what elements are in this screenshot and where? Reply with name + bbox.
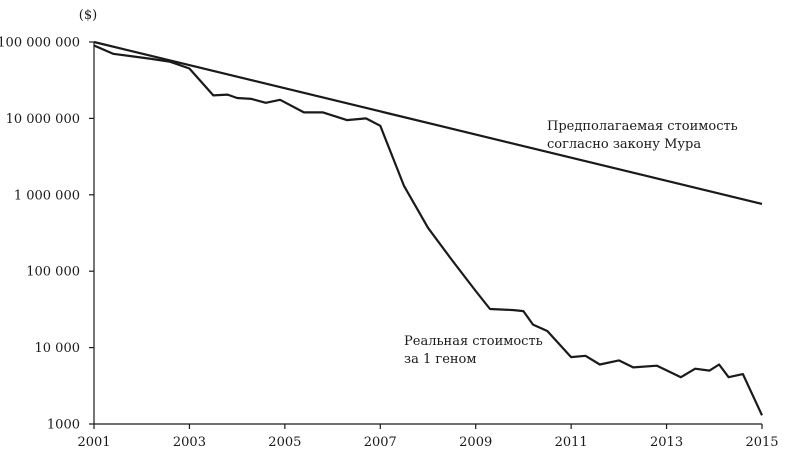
x-tick-label: 2005 xyxy=(268,435,301,450)
annotation-line: Предполагаемая стоимость xyxy=(547,119,738,134)
annotation-line: Реальная стоимость xyxy=(404,334,543,349)
actual-cost-line xyxy=(93,44,763,416)
y-ticks: 1000 10 000 100 000 1 000 000 10 000 000 100 … xyxy=(0,36,94,433)
moore-law-line xyxy=(93,40,763,205)
x-tick-label: 2009 xyxy=(459,435,492,450)
moore-law-annotation: Предполагаемая стоимость согласно закону … xyxy=(547,119,738,152)
actual-cost-annotation: Реальная стоимость за 1 геном xyxy=(404,334,543,367)
y-unit-label: ($) xyxy=(79,8,97,23)
annotation-line: за 1 геном xyxy=(404,352,476,367)
x-tick-label: 2003 xyxy=(173,435,206,450)
x-tick-label: 2001 xyxy=(77,435,110,450)
y-tick-label: 1 000 000 xyxy=(14,188,80,203)
x-tick-label: 2011 xyxy=(555,435,588,450)
y-tick-label: 10 000 xyxy=(35,341,81,356)
x-tick-label: 2013 xyxy=(650,435,683,450)
annotations-group: Предполагаемая стоимость согласно закону … xyxy=(404,119,738,367)
y-tick-label: 100 000 000 xyxy=(0,36,80,51)
x-tick-label: 2007 xyxy=(364,435,397,450)
annotation-line: согласно закону Мура xyxy=(547,137,701,152)
y-tick-label: 1000 xyxy=(47,418,80,433)
x-tick-label: 2015 xyxy=(745,435,778,450)
x-ticks: 2001 2003 2005 2007 2009 2011 2013 2015 xyxy=(77,424,779,450)
series-group xyxy=(93,40,763,416)
y-tick-label: 100 000 xyxy=(26,265,80,280)
y-tick-label: 10 000 000 xyxy=(6,112,80,127)
